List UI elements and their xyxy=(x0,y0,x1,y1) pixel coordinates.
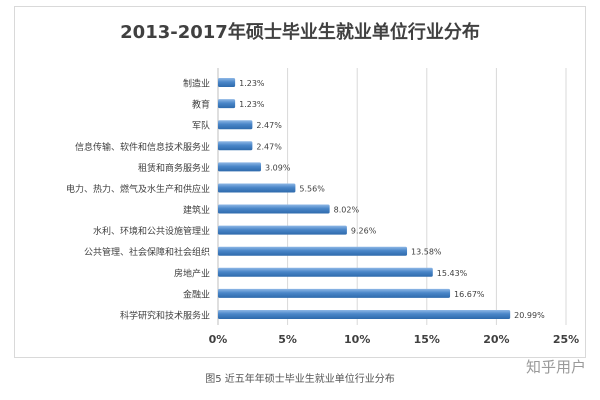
value-label: 8.02% xyxy=(334,206,360,215)
bar xyxy=(218,141,253,151)
value-label: 1.23% xyxy=(239,100,265,109)
category-label: 租赁和商务服务业 xyxy=(138,162,210,174)
x-tick-label: 0% xyxy=(209,333,228,346)
bar xyxy=(218,204,330,214)
value-label: 16.67% xyxy=(454,290,485,299)
value-label: 2.47% xyxy=(256,121,282,130)
category-label: 教育 xyxy=(192,99,210,111)
value-label: 13.58% xyxy=(411,248,442,257)
value-label: 9.26% xyxy=(351,227,377,236)
category-label: 建筑业 xyxy=(183,204,210,216)
chart-panel xyxy=(14,6,586,358)
value-label: 1.23% xyxy=(239,79,265,88)
bar xyxy=(218,99,236,109)
category-label: 水利、环境和公共设施管理业 xyxy=(93,225,210,237)
value-label: 2.47% xyxy=(256,142,282,151)
x-tick-label: 25% xyxy=(553,333,579,346)
bar xyxy=(218,267,433,277)
category-label: 科学研究和技术服务业 xyxy=(120,309,210,321)
category-label: 制造业 xyxy=(183,78,210,90)
chart-title: 2013-2017年硕士毕业生就业单位行业分布 xyxy=(120,22,480,43)
category-label: 金融业 xyxy=(183,288,210,300)
category-label: 电力、热力、燃气及水生产和供应业 xyxy=(66,183,210,195)
category-label: 房地产业 xyxy=(174,267,210,279)
bar xyxy=(218,162,262,172)
bar xyxy=(218,78,236,88)
category-label: 军队 xyxy=(192,120,210,132)
category-label: 信息传输、软件和信息技术服务业 xyxy=(75,141,210,153)
bar xyxy=(218,309,511,319)
bar xyxy=(218,183,296,193)
value-label: 20.99% xyxy=(514,311,545,320)
x-tick-label: 15% xyxy=(414,333,440,346)
figure-caption: 图5 近五年年硕士毕业生就业单位行业分布 xyxy=(205,374,395,385)
category-label: 公共管理、社会保障和社会组织 xyxy=(84,246,210,258)
x-tick-label: 20% xyxy=(483,333,509,346)
x-tick-label: 10% xyxy=(344,333,370,346)
bar xyxy=(218,246,408,256)
bar xyxy=(218,225,347,235)
bar xyxy=(218,120,253,130)
bar xyxy=(218,288,451,298)
watermark: 知乎用户 xyxy=(525,358,586,376)
value-label: 5.56% xyxy=(299,184,325,193)
x-tick-label: 5% xyxy=(278,333,297,346)
value-label: 3.09% xyxy=(265,163,291,172)
value-label: 15.43% xyxy=(437,269,468,278)
